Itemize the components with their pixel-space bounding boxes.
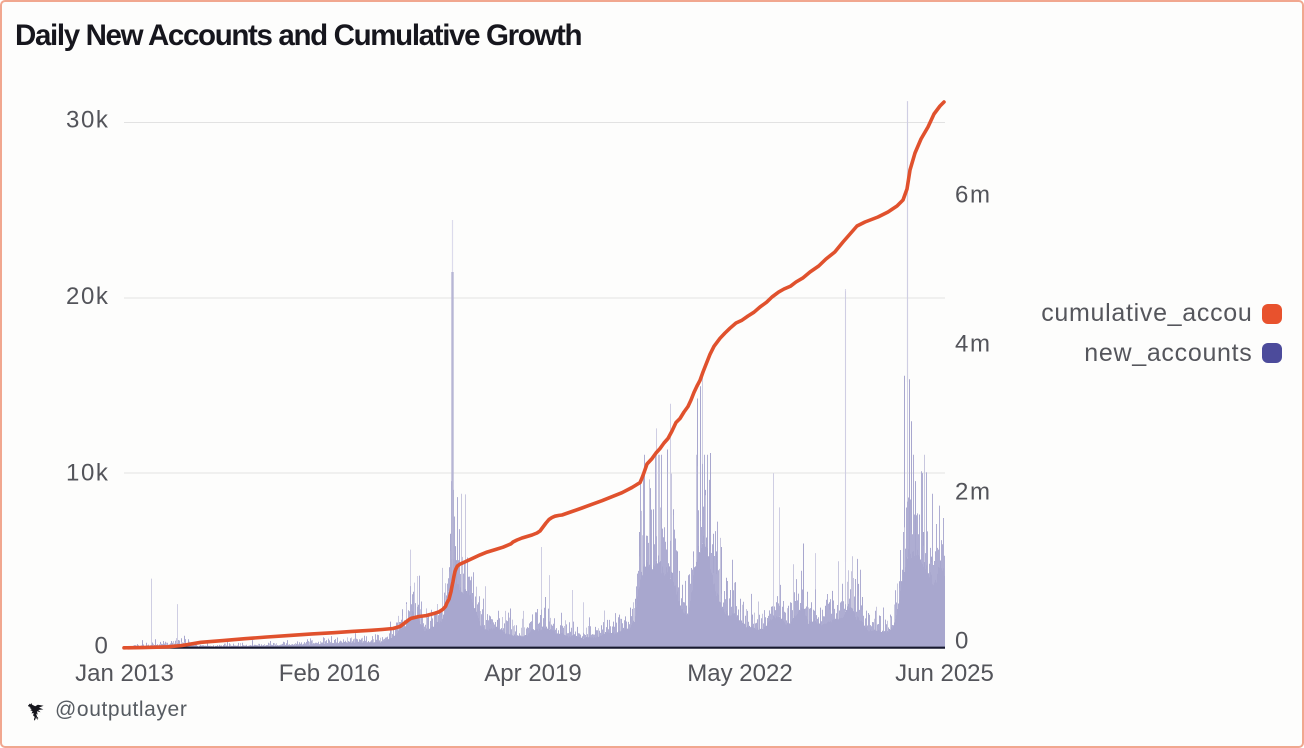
svg-text:Apr 2019: Apr 2019: [484, 660, 581, 687]
svg-text:6m: 6m: [955, 182, 992, 209]
svg-text:2m: 2m: [955, 479, 992, 506]
svg-text:Feb 2016: Feb 2016: [279, 660, 380, 687]
svg-text:May 2022: May 2022: [687, 660, 792, 687]
svg-text:Jan 2013: Jan 2013: [75, 660, 174, 687]
svg-text:0: 0: [955, 628, 970, 655]
svg-text:0: 0: [95, 633, 110, 660]
svg-text:4m: 4m: [955, 331, 992, 358]
svg-text:30k: 30k: [66, 107, 110, 134]
svg-text:Jun 2025: Jun 2025: [895, 660, 994, 687]
svg-text:10k: 10k: [66, 460, 110, 487]
svg-text:20k: 20k: [66, 283, 110, 310]
